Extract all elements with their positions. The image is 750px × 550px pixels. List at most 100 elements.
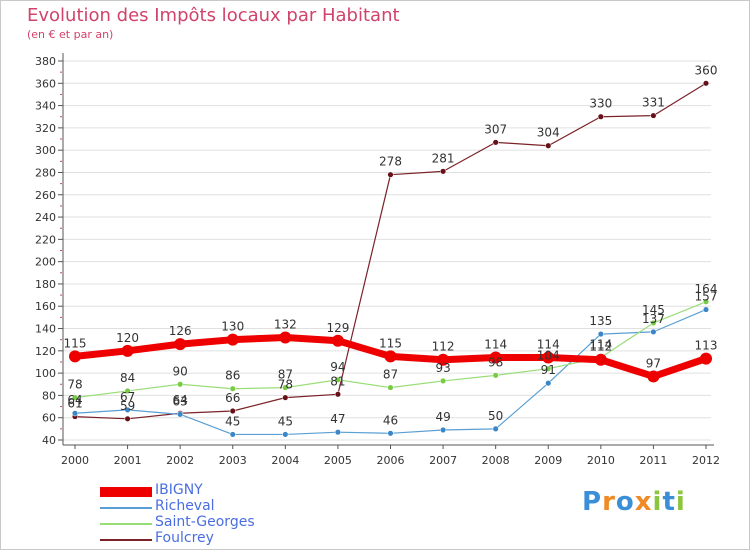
x-tick-label: 2001	[114, 454, 142, 467]
data-label: 104	[537, 349, 560, 363]
data-label: 145	[642, 303, 665, 317]
data-point	[594, 353, 607, 366]
data-label: 120	[116, 331, 139, 345]
data-label: 63	[173, 394, 188, 408]
data-label: 113	[695, 339, 718, 353]
data-label: 46	[383, 413, 398, 427]
logo-letter: t	[662, 487, 676, 517]
x-tick-label: 2000	[61, 454, 89, 467]
y-tick-label: 100	[35, 367, 56, 380]
data-label: 126	[169, 324, 192, 338]
data-label: 330	[589, 97, 612, 111]
legend-item: IBIGNY	[100, 482, 300, 500]
legend-item: Foulcrey	[100, 530, 300, 548]
data-point	[229, 407, 236, 415]
data-label: 129	[326, 321, 349, 335]
data-label: 114	[484, 338, 507, 352]
y-tick-label: 260	[35, 189, 56, 202]
data-point	[121, 344, 134, 357]
data-point	[702, 298, 710, 305]
y-tick-label: 40	[42, 434, 56, 447]
data-label: 90	[173, 364, 188, 378]
x-tick-label: 2006	[377, 454, 405, 467]
data-label: 66	[225, 391, 240, 405]
data-point	[177, 411, 184, 418]
data-point	[492, 139, 499, 146]
data-point	[334, 429, 341, 436]
data-label: 130	[221, 320, 244, 334]
y-tick-label: 360	[35, 77, 56, 90]
x-tick-label: 2011	[639, 454, 667, 467]
data-label: 137	[642, 312, 665, 326]
x-tick-label: 2005	[324, 454, 352, 467]
y-tick-label: 320	[35, 122, 56, 135]
data-label: 112	[432, 340, 455, 354]
y-tick-label: 200	[35, 256, 56, 269]
data-point	[387, 384, 394, 391]
data-label: 98	[488, 355, 503, 369]
legend-swatch	[100, 523, 152, 525]
y-tick-label: 180	[35, 278, 56, 291]
logo-letter: P	[582, 487, 603, 517]
data-point	[282, 431, 289, 438]
logo-letter: i	[675, 487, 686, 517]
data-label: 331	[642, 96, 665, 110]
data-point	[440, 426, 447, 434]
legend-swatch	[100, 487, 152, 497]
data-point	[124, 387, 131, 395]
data-label: 304	[537, 126, 560, 140]
data-point	[229, 431, 236, 438]
data-point	[229, 385, 236, 392]
data-label: 64	[67, 393, 82, 407]
data-point	[387, 171, 394, 178]
data-label: 81	[330, 374, 345, 388]
y-tick-label: 280	[35, 166, 56, 179]
data-label: 91	[541, 363, 556, 377]
data-point	[492, 372, 499, 379]
data-point	[702, 80, 710, 87]
legend-label: Foulcrey	[155, 530, 214, 546]
data-point	[71, 410, 79, 417]
x-tick-label: 2012	[692, 454, 720, 467]
data-point	[174, 338, 187, 351]
data-label: 164	[695, 282, 718, 296]
data-point	[542, 351, 555, 364]
data-point	[597, 331, 604, 338]
data-label: 67	[120, 390, 135, 404]
data-label: 50	[488, 409, 503, 423]
logo-letter: o	[615, 487, 635, 517]
data-label: 45	[225, 414, 240, 428]
logo-letter: i	[652, 487, 663, 517]
data-label: 112	[589, 340, 612, 354]
data-point	[492, 425, 499, 432]
data-label: 94	[330, 360, 345, 374]
data-point	[124, 415, 131, 422]
data-label: 64	[173, 393, 188, 407]
data-point	[700, 352, 712, 365]
x-tick-label: 2009	[534, 454, 562, 467]
y-tick-label: 240	[35, 211, 56, 224]
data-label: 87	[383, 368, 398, 382]
data-point	[650, 328, 657, 335]
data-label: 114	[589, 338, 612, 352]
legend-item: Richeval	[100, 498, 300, 516]
logo-letter: r	[602, 487, 616, 517]
legend-swatch	[100, 507, 152, 509]
data-label: 281	[432, 151, 455, 165]
data-label: 132	[274, 317, 297, 331]
data-point	[650, 112, 657, 119]
data-label: 307	[484, 122, 507, 136]
legend-label: Saint-Georges	[155, 514, 255, 530]
data-point	[279, 331, 292, 344]
x-tick-label: 2008	[482, 454, 510, 467]
legend-label: Richeval	[155, 498, 215, 514]
data-label: 84	[120, 371, 135, 385]
x-tick-label: 2004	[271, 454, 299, 467]
data-label: 97	[646, 356, 661, 370]
data-label: 360	[695, 63, 718, 77]
data-point	[650, 319, 657, 327]
data-point	[440, 168, 447, 175]
data-point	[437, 353, 450, 366]
x-tick-label: 2007	[429, 454, 457, 467]
